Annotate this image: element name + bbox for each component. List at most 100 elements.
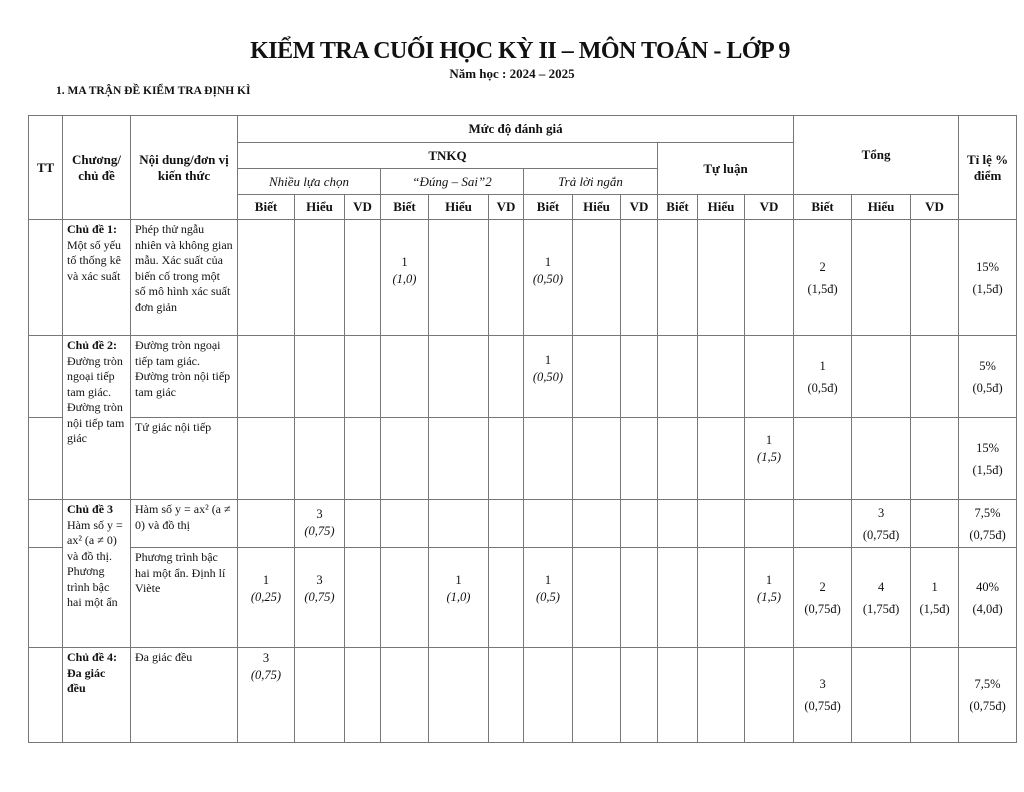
points: (0,50) — [532, 272, 564, 286]
ratio-points: (4,0đ) — [972, 601, 1003, 616]
count-cell — [743, 647, 795, 743]
points: (1,75đ) — [862, 601, 900, 616]
header-level-biết: Biết — [523, 194, 573, 220]
topic-label: Chủ đề 2: — [67, 338, 118, 352]
exam-matrix-table: TT Chương/ chủ đề Nội dung/đơn vị kiến t… — [28, 115, 1018, 743]
ratio-percent: 15% — [976, 259, 1000, 274]
header-content: Nội dung/đơn vị kiến thức — [130, 115, 238, 220]
count-cell — [572, 219, 621, 336]
count-cell — [743, 335, 795, 418]
count-cell — [523, 417, 573, 500]
total-cell — [851, 647, 912, 743]
header-multiple-choice: Nhiều lựa chọn — [237, 168, 381, 195]
count-cell: 1 (0,50) — [523, 335, 573, 418]
count-cell — [523, 499, 573, 548]
tt-cell — [28, 499, 63, 548]
question-count: 3 — [877, 505, 885, 520]
header-tt: TT — [28, 115, 63, 220]
content-cell: Hàm số y = ax² (a ≠ 0) và đồ thị — [130, 499, 238, 548]
count-cell — [294, 417, 345, 500]
count-cell — [697, 335, 745, 418]
topic-cell: Chủ đề 3 Hàm số y = ax² (a ≠ 0) và đồ thị… — [62, 499, 131, 648]
total-cell — [910, 499, 960, 548]
count-cell — [344, 547, 381, 648]
total-cell — [910, 335, 960, 418]
count-cell — [697, 219, 745, 336]
header-level-hiểu: Hiểu — [294, 194, 345, 220]
tt-cell — [28, 547, 63, 648]
points: (1,5) — [757, 590, 781, 604]
count-cell — [428, 499, 489, 548]
ratio-cell: 7,5% (0,75đ) — [958, 647, 1018, 743]
content-cell: Đa giác đều — [130, 647, 238, 743]
count-cell — [380, 547, 429, 648]
total-cell: 1 (1,5đ) — [910, 547, 960, 648]
count-cell: 1 (1,5) — [743, 547, 795, 648]
count-cell: 1 (0,25) — [237, 547, 295, 648]
count-cell — [488, 547, 524, 648]
ratio-points: (0,75đ) — [969, 699, 1006, 713]
header-essay: Tự luận — [656, 142, 795, 195]
question-count: 1 — [765, 433, 773, 447]
points: (0,75đ) — [804, 601, 841, 616]
table-row: Chủ đề 4: Đa giác đều Đa giác đều 3 (0,75) 3… — [28, 647, 1018, 743]
school-year: Năm học : 2024 – 2025 — [449, 66, 575, 81]
topic-name: Một số yếu tố thống kê và xác suất — [67, 237, 121, 283]
question-count: 1 — [455, 573, 462, 587]
count-cell — [294, 335, 345, 418]
count-cell — [380, 499, 429, 548]
points: (0,75đ) — [804, 699, 841, 713]
topic-name: Đường tròn ngoại tiếp tam giác. Đường tr… — [67, 353, 125, 446]
ratio-cell: 15% (1,5đ) — [958, 219, 1018, 336]
header-level-vd: VD — [910, 194, 960, 220]
count-cell — [237, 219, 295, 336]
topic-label: Chủ đề 1: — [67, 222, 118, 236]
count-cell — [620, 647, 658, 743]
count-cell — [620, 499, 658, 548]
question-count: 1 — [544, 353, 552, 367]
count-cell — [657, 499, 698, 548]
topic-name: Hàm số y = ax² (a ≠ 0) và đồ thị. Phương… — [67, 517, 123, 610]
count-cell — [697, 547, 745, 648]
count-cell: 1 (1,0) — [380, 219, 429, 336]
header-level-hiểu: Hiểu — [851, 194, 912, 220]
header-tnkq: TNKQ — [237, 142, 658, 169]
count-cell — [237, 335, 295, 418]
question-count: 4 — [877, 579, 885, 594]
count-cell — [572, 647, 621, 743]
ratio-points: (1,5đ) — [972, 281, 1003, 296]
points: (1,5) — [757, 450, 781, 464]
content-cell: Tứ giác nội tiếp — [130, 417, 238, 500]
document-title: KIỂM TRA CUỐI HỌC KỲ II – MÔN TOÁN - LỚP… — [250, 38, 790, 64]
points: (0,5) — [536, 590, 560, 604]
total-cell — [793, 417, 853, 500]
topic-cell: Chủ đề 1: Một số yếu tố thống kê và xác s… — [62, 219, 131, 336]
tt-cell — [28, 417, 63, 500]
count-cell — [488, 417, 524, 500]
total-cell — [851, 335, 912, 418]
points: (0,75đ) — [862, 527, 900, 542]
question-count: 1 — [819, 358, 826, 373]
total-cell — [910, 219, 960, 336]
header-short-answer: Trả lời ngắn — [523, 168, 658, 195]
header-level-biết: Biết — [793, 194, 853, 220]
table-row: Tứ giác nội tiếp 1 (1,5) 15% (1,5đ) — [28, 417, 1018, 500]
count-cell — [620, 219, 658, 336]
count-cell — [488, 335, 524, 418]
points: (1,5đ) — [919, 601, 950, 616]
question-count: 2 — [819, 259, 826, 274]
total-cell — [793, 499, 853, 548]
question-count: 1 — [262, 573, 270, 587]
count-cell — [697, 647, 745, 743]
points: (0,75) — [304, 524, 335, 538]
ratio-cell: 7,5% (0,75đ) — [958, 499, 1018, 548]
total-cell: 4 (1,75đ) — [851, 547, 912, 648]
total-cell — [851, 219, 912, 336]
question-count: 1 — [544, 255, 552, 269]
count-cell — [344, 647, 381, 743]
count-cell — [620, 547, 658, 648]
total-cell: 2 (1,5đ) — [793, 219, 853, 336]
question-count: 2 — [819, 579, 826, 594]
count-cell — [697, 417, 745, 500]
count-cell — [237, 417, 295, 500]
